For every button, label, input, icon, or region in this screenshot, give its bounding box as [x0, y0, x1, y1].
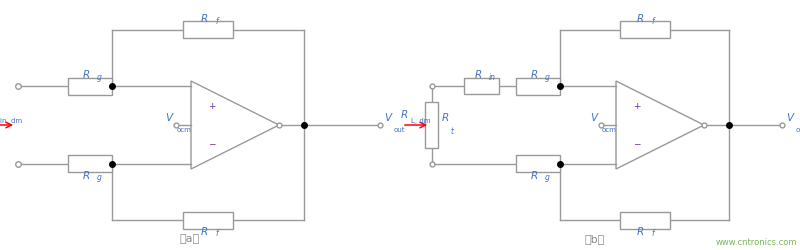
Text: t: t	[451, 127, 454, 136]
Text: V: V	[384, 113, 391, 123]
Text: R: R	[82, 70, 90, 80]
Bar	[426, 102, 438, 148]
Text: R: R	[401, 110, 408, 120]
Text: out: out	[394, 127, 406, 133]
Text: R: R	[200, 14, 208, 24]
Text: R: R	[637, 14, 644, 24]
Text: g: g	[545, 73, 550, 82]
Text: R: R	[474, 70, 482, 80]
Text: in, dm: in, dm	[0, 118, 22, 124]
Text: R: R	[200, 227, 208, 237]
Text: g: g	[545, 173, 550, 182]
Text: R: R	[82, 171, 90, 181]
Text: www.cntronics.com: www.cntronics.com	[715, 238, 797, 247]
Bar	[183, 212, 233, 228]
Text: ocm: ocm	[602, 127, 617, 133]
Text: R: R	[442, 113, 450, 123]
Bar	[516, 78, 560, 95]
Bar	[619, 22, 670, 38]
Text: （a）: （a）	[180, 234, 200, 244]
Text: R: R	[530, 171, 538, 181]
Text: V: V	[590, 113, 597, 123]
Text: L, dm: L, dm	[411, 118, 430, 124]
Bar	[619, 212, 670, 228]
Text: R: R	[637, 227, 644, 237]
Bar	[183, 22, 233, 38]
Text: f: f	[215, 229, 218, 238]
Text: f: f	[651, 17, 654, 26]
Text: +: +	[634, 102, 641, 111]
Text: f: f	[215, 17, 218, 26]
Text: −: −	[208, 139, 216, 148]
Text: g: g	[97, 73, 102, 82]
Bar	[68, 78, 112, 95]
Text: ocm: ocm	[177, 127, 192, 133]
Text: −: −	[634, 139, 641, 148]
Text: R: R	[530, 70, 538, 80]
Text: g: g	[97, 173, 102, 182]
Text: out: out	[796, 127, 800, 133]
Bar	[516, 155, 560, 172]
Text: V: V	[165, 113, 172, 123]
Bar	[465, 78, 499, 94]
Text: +: +	[208, 102, 216, 111]
Text: f: f	[651, 229, 654, 238]
Text: in: in	[489, 73, 496, 82]
Bar	[68, 155, 112, 172]
Text: V: V	[786, 113, 793, 123]
Text: （b）: （b）	[585, 234, 605, 244]
